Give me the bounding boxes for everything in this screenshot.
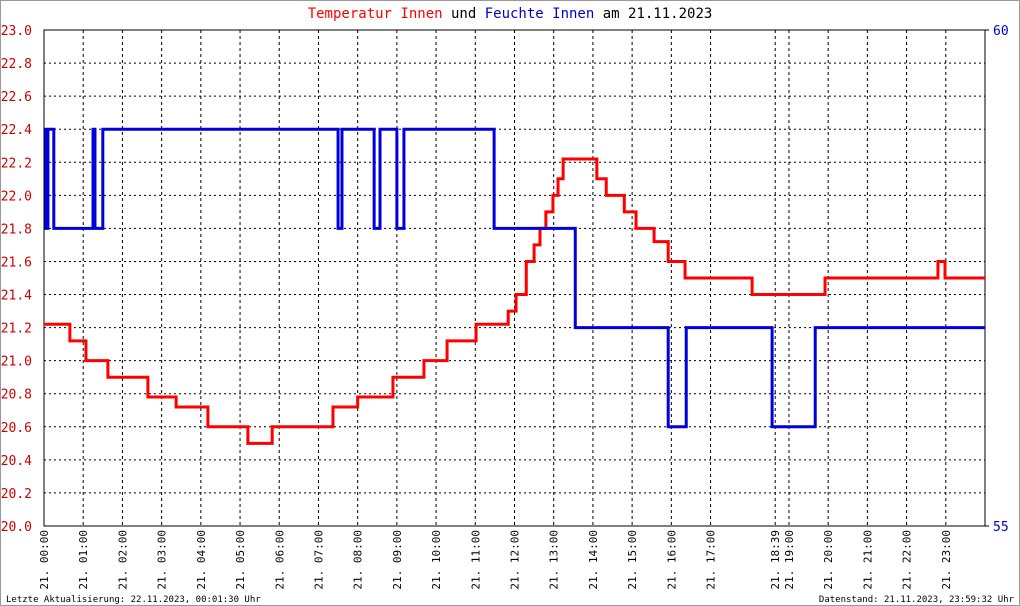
y-tick-label: 21.0 (1, 355, 32, 370)
y-tick-label: 22.4 (1, 123, 32, 138)
footer-right: Datenstand: 21.11.2023, 23:59:32 Uhr (819, 595, 1015, 605)
x-tick-label: 21. 04:00 (195, 530, 208, 590)
y-tick-label: 22.6 (1, 90, 32, 105)
x-tick-label: 21. 11:00 (469, 530, 482, 590)
x-tick-label: 21. 07:00 (312, 530, 325, 590)
x-tick-label: 21. 22:00 (901, 530, 914, 590)
x-tick-label: 21. 16:00 (665, 530, 678, 590)
x-tick-label: 21. 23:00 (940, 530, 953, 590)
x-tick-label: 21. 21:00 (861, 530, 874, 590)
title-part: am 21.11.2023 (603, 6, 713, 22)
x-tick-label: 21. 03:00 (156, 530, 169, 590)
y-tick-label: 21.2 (1, 322, 32, 337)
y-tick-label: 22.0 (1, 189, 32, 204)
x-tick-label: 21. 20:00 (822, 530, 835, 590)
x-tick-label: 21. 02:00 (116, 530, 129, 590)
y-tick-label: 20.4 (1, 454, 32, 469)
x-tick-label: 21. 10:00 (430, 530, 443, 590)
y-tick-label: 21.6 (1, 255, 32, 270)
x-tick-label: 21. 08:00 (352, 530, 365, 590)
title-part: Feuchte Innen (485, 6, 595, 22)
x-tick-label: 21. 14:00 (587, 530, 600, 590)
y-tick-label: 20.0 (1, 520, 32, 535)
title-part: Temperatur Innen (308, 6, 443, 22)
x-tick-label: 21. 15:00 (626, 530, 639, 590)
title-part: und (451, 6, 476, 22)
y-tick-label: 22.8 (1, 57, 32, 72)
y-tick-label: 21.8 (1, 222, 32, 237)
footer-left: Letzte Aktualisierung: 22.11.2023, 00:01… (6, 595, 261, 605)
x-tick-label: 21. 01:00 (77, 530, 90, 590)
x-tick-label: 21. 17:00 (705, 530, 718, 590)
y-tick-label: 20.2 (1, 487, 32, 502)
x-tick-label: 21. 00:00 (38, 530, 51, 590)
y-tick-label: 20.8 (1, 388, 32, 403)
x-tick-label: 21. 13:00 (548, 530, 561, 590)
x-tick-label: 21. 18:39 (769, 530, 782, 590)
y2-tick-label: 55 (993, 520, 1009, 535)
x-tick-label: 21. 19:00 (783, 530, 796, 590)
y-tick-label: 22.2 (1, 156, 32, 171)
x-tick-label: 21. 09:00 (391, 530, 404, 590)
series-line (44, 157, 985, 445)
x-tick-label: 21. 12:00 (509, 530, 522, 590)
y-tick-label: 23.0 (1, 24, 32, 39)
y-tick-label: 20.6 (1, 421, 32, 436)
x-tick-label: 21. 06:00 (273, 530, 286, 590)
y2-tick-label: 60 (993, 24, 1009, 39)
x-tick-label: 21. 05:00 (234, 530, 247, 590)
y-tick-label: 21.4 (1, 289, 32, 304)
series-line (44, 127, 985, 429)
chart-title: Temperatur Innen und Feuchte Innen am 21… (308, 6, 713, 22)
